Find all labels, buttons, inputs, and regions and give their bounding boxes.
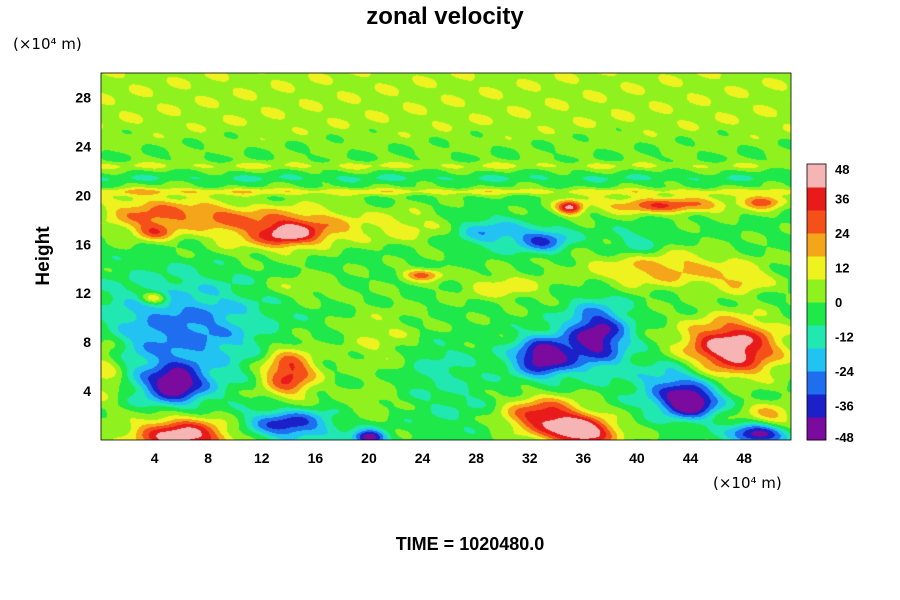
x-tick-label: 36: [576, 450, 592, 466]
colorbar-tick-label: 24: [835, 226, 850, 241]
colorbar-tick-label: 0: [835, 295, 842, 310]
colorbar-swatch: [807, 256, 826, 280]
y-axis-unit: (×10⁴ m): [13, 35, 82, 53]
y-tick-label: 28: [75, 89, 91, 105]
plot-frame: [100, 72, 792, 441]
colorbar-frame: [806, 163, 827, 441]
colorbar-tick-label: -36: [835, 399, 854, 414]
plot-area: [101, 73, 791, 440]
colorbar-tick-label: 48: [835, 162, 849, 177]
colorbar-swatch: [807, 325, 826, 349]
x-tick-label: 32: [522, 450, 538, 466]
y-tick-label: 20: [75, 187, 91, 203]
colorbar-swatch: [807, 279, 826, 303]
heatmap-canvas: [101, 73, 791, 440]
colorbar-swatch: [807, 187, 826, 211]
colorbar-swatch: [807, 210, 826, 234]
x-tick-label: 4: [151, 450, 159, 466]
colorbar-tick-label: 12: [835, 261, 849, 276]
colorbar-tick-label: -48: [835, 430, 854, 445]
colorbar-ticks: 48 36 24 12 0 -12 -24 -36 -48: [835, 162, 855, 445]
chart-title: zonal velocity: [366, 3, 524, 30]
x-tick-label: 16: [308, 450, 324, 466]
colorbar-swatch: [807, 417, 826, 441]
x-tick-label: 24: [415, 450, 431, 466]
x-tick-label: 44: [683, 450, 699, 466]
y-tick-label: 8: [83, 334, 91, 350]
colorbar-swatch: [807, 371, 826, 395]
y-axis-label: Height: [33, 226, 54, 286]
x-axis-ticks: 4 8 12 16 20 24 28 32 36 40 44 48: [151, 450, 752, 466]
x-tick-label: 40: [629, 450, 645, 466]
x-tick-label: 20: [361, 450, 377, 466]
time-footer: TIME = 1020480.0: [396, 534, 545, 554]
colorbar-swatch: [807, 394, 826, 418]
colorbar: [806, 163, 827, 441]
x-axis-unit: (×10⁴ m): [713, 474, 782, 492]
y-axis-ticks: 4 8 12 16 20 24 28: [75, 89, 91, 399]
y-tick-label: 4: [83, 383, 91, 399]
x-tick-label: 48: [736, 450, 752, 466]
x-tick-label: 12: [254, 450, 270, 466]
colorbar-swatch: [807, 302, 826, 326]
colorbar-tick-label: -24: [835, 364, 855, 379]
x-tick-label: 28: [468, 450, 484, 466]
colorbar-swatch: [807, 348, 826, 372]
y-tick-label: 12: [75, 285, 91, 301]
x-tick-label: 8: [204, 450, 212, 466]
colorbar-swatch: [807, 164, 826, 188]
colorbar-tick-label: 36: [835, 192, 849, 207]
y-tick-label: 16: [75, 236, 91, 252]
colorbar-tick-label: -12: [835, 330, 854, 345]
y-tick-label: 24: [75, 138, 91, 154]
colorbar-swatch: [807, 233, 826, 257]
